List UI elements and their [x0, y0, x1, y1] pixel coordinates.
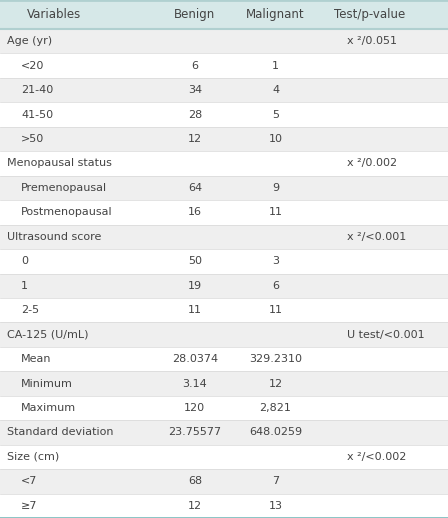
Bar	[0, 0, 448, 29]
Bar	[0, 249, 448, 274]
Text: 10: 10	[268, 134, 283, 144]
Text: Minimum: Minimum	[21, 379, 73, 388]
Text: 3: 3	[272, 256, 279, 266]
Text: ≥7: ≥7	[21, 501, 38, 511]
Bar	[0, 127, 448, 151]
Text: >50: >50	[21, 134, 44, 144]
Bar	[0, 347, 448, 371]
Text: x ²/0.002: x ²/0.002	[347, 159, 397, 168]
Text: CA-125 (U/mL): CA-125 (U/mL)	[7, 329, 88, 340]
Text: x ²/0.051: x ²/0.051	[347, 36, 397, 46]
Text: Mean: Mean	[21, 354, 52, 364]
Text: 2,821: 2,821	[259, 403, 292, 413]
Bar	[0, 444, 448, 469]
Text: 12: 12	[268, 379, 283, 388]
Text: 19: 19	[188, 281, 202, 291]
Text: 11: 11	[268, 207, 283, 218]
Text: <7: <7	[21, 477, 38, 486]
Text: 6: 6	[191, 61, 198, 70]
Text: Malignant: Malignant	[246, 8, 305, 21]
Bar	[0, 176, 448, 200]
Text: 11: 11	[268, 305, 283, 315]
Text: Test/p-value: Test/p-value	[334, 8, 405, 21]
Text: 13: 13	[268, 501, 283, 511]
Text: 6: 6	[272, 281, 279, 291]
Bar	[0, 494, 448, 518]
Text: 50: 50	[188, 256, 202, 266]
Bar	[0, 396, 448, 420]
Text: Variables: Variables	[26, 8, 81, 21]
Text: Maximum: Maximum	[21, 403, 76, 413]
Text: 3.14: 3.14	[182, 379, 207, 388]
Text: 41-50: 41-50	[21, 110, 53, 120]
Bar	[0, 103, 448, 127]
Text: 28: 28	[188, 110, 202, 120]
Text: U test/<0.001: U test/<0.001	[347, 329, 425, 340]
Text: 4: 4	[272, 85, 279, 95]
Text: 329.2310: 329.2310	[249, 354, 302, 364]
Text: Postmenopausal: Postmenopausal	[21, 207, 113, 218]
Bar	[0, 53, 448, 78]
Text: 1: 1	[272, 61, 279, 70]
Bar	[0, 29, 448, 53]
Bar	[0, 420, 448, 444]
Text: Menopausal status: Menopausal status	[7, 159, 112, 168]
Text: 0: 0	[21, 256, 28, 266]
Text: 12: 12	[188, 134, 202, 144]
Bar	[0, 322, 448, 347]
Text: 1: 1	[21, 281, 28, 291]
Text: Ultrasound score: Ultrasound score	[7, 232, 101, 242]
Bar	[0, 298, 448, 322]
Bar	[0, 78, 448, 103]
Text: Size (cm): Size (cm)	[7, 452, 59, 462]
Text: 12: 12	[188, 501, 202, 511]
Bar	[0, 274, 448, 298]
Text: 64: 64	[188, 183, 202, 193]
Text: Benign: Benign	[174, 8, 215, 21]
Bar	[0, 469, 448, 494]
Text: 28.0374: 28.0374	[172, 354, 218, 364]
Text: x ²/<0.002: x ²/<0.002	[347, 452, 407, 462]
Text: 7: 7	[272, 477, 279, 486]
Bar	[0, 200, 448, 225]
Text: x ²/<0.001: x ²/<0.001	[347, 232, 406, 242]
Text: 9: 9	[272, 183, 279, 193]
Text: Age (yr): Age (yr)	[7, 36, 52, 46]
Text: 120: 120	[184, 403, 206, 413]
Bar	[0, 371, 448, 396]
Text: 2-5: 2-5	[21, 305, 39, 315]
Text: 34: 34	[188, 85, 202, 95]
Bar	[0, 151, 448, 176]
Text: 21-40: 21-40	[21, 85, 53, 95]
Text: 23.75577: 23.75577	[168, 427, 221, 437]
Text: 16: 16	[188, 207, 202, 218]
Text: 68: 68	[188, 477, 202, 486]
Bar	[0, 225, 448, 249]
Text: 5: 5	[272, 110, 279, 120]
Text: 648.0259: 648.0259	[249, 427, 302, 437]
Text: 11: 11	[188, 305, 202, 315]
Text: <20: <20	[21, 61, 44, 70]
Text: Standard deviation: Standard deviation	[7, 427, 113, 437]
Text: Premenopausal: Premenopausal	[21, 183, 107, 193]
